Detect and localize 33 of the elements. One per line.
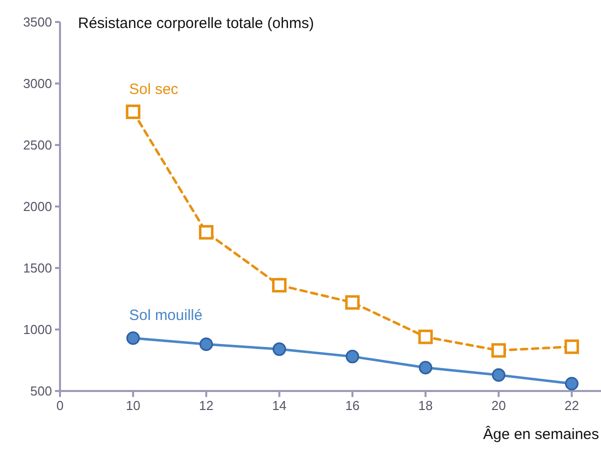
- y-tick-label: 1000: [23, 322, 52, 338]
- y-axis-title: Résistance corporelle totale (ohms): [78, 15, 314, 32]
- series-label: Sol mouillé: [129, 307, 202, 324]
- x-tick-label: 20: [491, 398, 506, 414]
- point: [345, 295, 360, 310]
- point: [346, 350, 360, 364]
- x-tick-label: 18: [418, 398, 433, 414]
- y-tick-label: 3000: [23, 76, 52, 92]
- y-tick-label: 1500: [23, 260, 52, 276]
- point: [272, 278, 287, 292]
- x-tick-label: 0: [56, 398, 64, 414]
- y-tick-label: 500: [30, 384, 52, 399]
- x-tick-label: 14: [272, 398, 287, 414]
- point: [492, 368, 506, 382]
- y-tick-label: 3500: [23, 14, 52, 30]
- x-tick-label: 22: [564, 398, 579, 414]
- point: [198, 225, 214, 240]
- point: [272, 342, 286, 356]
- point: [564, 339, 580, 354]
- x-tick-label: 10: [126, 398, 140, 414]
- y-tick-label: 2500: [23, 138, 52, 153]
- series-label: Sol sec: [129, 80, 179, 98]
- point: [491, 343, 506, 358]
- x-tick-label: 16: [345, 398, 360, 414]
- point: [418, 360, 432, 374]
- x-axis-title: Âge en semaines: [483, 425, 599, 443]
- y-tick-label: 2000: [23, 199, 52, 214]
- x-tick-label: 12: [198, 398, 214, 414]
- point: [565, 376, 579, 390]
- point: [126, 331, 140, 345]
- point: [418, 330, 433, 344]
- point: [126, 104, 140, 120]
- point: [199, 338, 213, 352]
